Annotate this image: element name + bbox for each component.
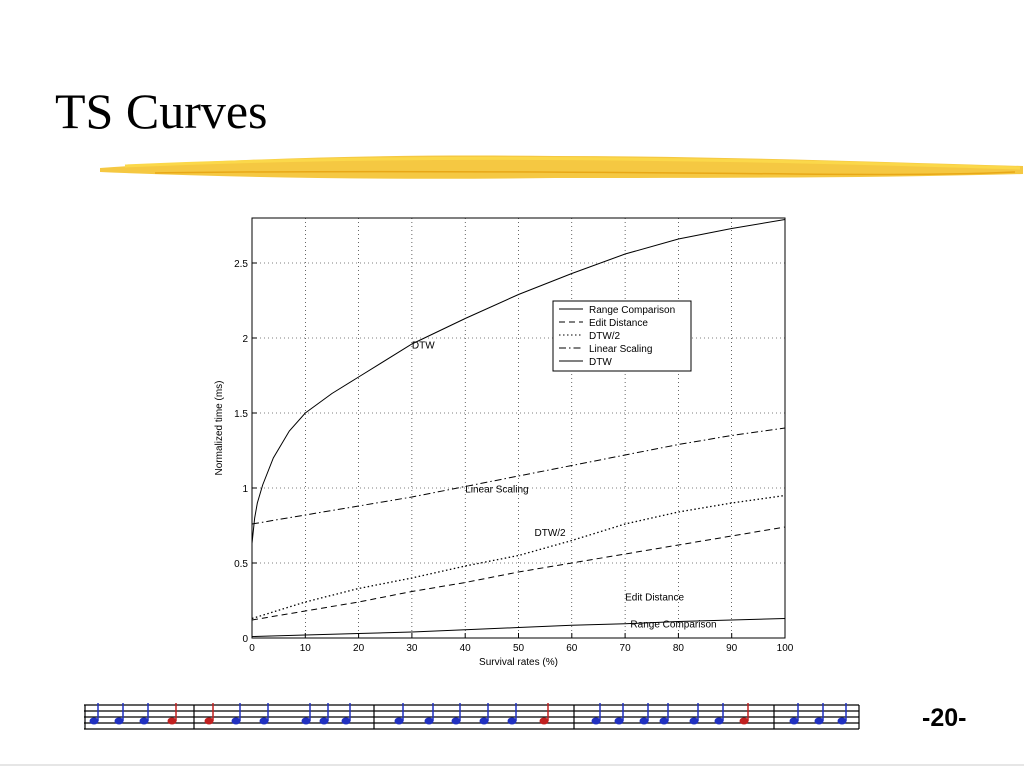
music-note-icon xyxy=(591,717,601,725)
series-linear-scaling xyxy=(251,427,786,525)
series-annotation: DTW xyxy=(412,341,435,352)
x-tick-label: 90 xyxy=(726,643,738,654)
footer-divider xyxy=(0,764,1024,766)
music-note-icon xyxy=(814,717,824,725)
series-dtw xyxy=(251,219,786,544)
x-tick-label: 10 xyxy=(300,643,312,654)
y-tick-label: 2 xyxy=(242,334,248,345)
music-note-icon xyxy=(394,717,404,725)
music-note-icon xyxy=(659,717,669,725)
x-tick-label: 40 xyxy=(460,643,472,654)
music-staff-decoration xyxy=(84,703,860,730)
music-note-icon xyxy=(714,717,724,725)
music-note-icon xyxy=(139,717,149,725)
series-edit-distance xyxy=(251,526,786,621)
y-axis-label: Normalized time (ms) xyxy=(214,380,225,475)
x-tick-label: 20 xyxy=(353,643,365,654)
plot-frame xyxy=(251,217,786,639)
music-note-icon xyxy=(259,717,269,725)
series-dtw-2 xyxy=(251,494,786,620)
yellow-brush-stroke xyxy=(100,155,1023,179)
line-chart: 0 10 20 30 40 50 60 70 80 90 100 0 0.5 1 1.5 2 2.5 Surviv… xyxy=(214,217,794,668)
series-range-comparison xyxy=(251,618,786,637)
music-note-icon xyxy=(739,717,749,725)
music-note-icon xyxy=(614,717,624,725)
y-tick-label: 0.5 xyxy=(234,559,248,570)
music-note-icon xyxy=(539,717,549,725)
legend-entry: DTW xyxy=(589,357,612,368)
x-tick-label: 80 xyxy=(673,643,685,654)
page-number: -20- xyxy=(922,704,967,732)
music-note-icon xyxy=(89,717,99,725)
music-note-icon xyxy=(114,717,124,725)
series-annotation: DTW/2 xyxy=(534,528,566,539)
music-note-icon xyxy=(231,717,241,725)
music-note-icon xyxy=(789,717,799,725)
x-axis-label: Survival rates (%) xyxy=(479,657,558,668)
music-note-icon xyxy=(837,717,847,725)
music-note-icon xyxy=(451,717,461,725)
series-line xyxy=(251,618,786,637)
y-tick-label: 1 xyxy=(242,484,248,495)
series-line xyxy=(251,219,786,544)
legend-entry: Linear Scaling xyxy=(589,344,652,355)
chart-container: 0 10 20 30 40 50 60 70 80 90 100 0 0.5 1 1.5 2 2.5 Surviv… xyxy=(205,205,815,680)
music-note-icon xyxy=(424,717,434,725)
legend-entry: Edit Distance xyxy=(589,318,648,329)
series-line xyxy=(251,526,786,621)
legend-box xyxy=(552,300,692,372)
music-note-icon xyxy=(689,717,699,725)
x-tick-label: 0 xyxy=(249,643,255,654)
music-note-icon xyxy=(204,717,214,725)
series-line xyxy=(251,427,786,525)
x-tick-label: 70 xyxy=(620,643,632,654)
legend-entry: Range Comparison xyxy=(589,305,675,316)
x-tick-label: 30 xyxy=(406,643,418,654)
y-tick-label: 1.5 xyxy=(234,409,248,420)
series-annotation: Linear Scaling xyxy=(465,485,528,496)
x-tick-label: 50 xyxy=(513,643,525,654)
series-annotation: Range Comparison xyxy=(630,620,716,631)
y-tick-label: 2.5 xyxy=(234,259,248,270)
slide-title: TS Curves xyxy=(55,83,268,139)
music-note-icon xyxy=(479,717,489,725)
x-tick-label: 100 xyxy=(777,643,794,654)
music-note-icon xyxy=(167,717,177,725)
music-note-icon xyxy=(341,717,351,725)
music-note-icon xyxy=(319,717,329,725)
music-note-icon xyxy=(507,717,517,725)
legend: Range Comparison Edit Distance DTW/2 Linear… xyxy=(552,300,692,372)
music-note-icon xyxy=(639,717,649,725)
music-note-icon xyxy=(301,717,311,725)
x-tick-label: 60 xyxy=(566,643,578,654)
series-line xyxy=(251,494,786,620)
legend-entry: DTW/2 xyxy=(589,331,621,342)
series-annotation: Edit Distance xyxy=(625,593,684,604)
y-tick-label: 0 xyxy=(242,634,248,645)
